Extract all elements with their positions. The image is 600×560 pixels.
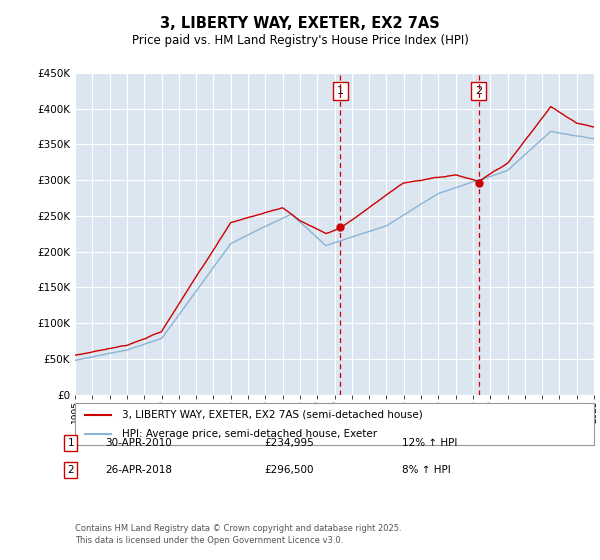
Text: 26-APR-2018: 26-APR-2018	[105, 465, 172, 475]
Text: 30-APR-2010: 30-APR-2010	[105, 438, 172, 448]
Text: 12% ↑ HPI: 12% ↑ HPI	[402, 438, 457, 448]
Text: 1: 1	[337, 86, 344, 96]
Text: HPI: Average price, semi-detached house, Exeter: HPI: Average price, semi-detached house,…	[122, 429, 377, 439]
Text: 2: 2	[67, 465, 74, 475]
Text: 8% ↑ HPI: 8% ↑ HPI	[402, 465, 451, 475]
Text: 1: 1	[67, 438, 74, 448]
Text: Contains HM Land Registry data © Crown copyright and database right 2025.
This d: Contains HM Land Registry data © Crown c…	[75, 524, 401, 545]
Text: 3, LIBERTY WAY, EXETER, EX2 7AS (semi-detached house): 3, LIBERTY WAY, EXETER, EX2 7AS (semi-de…	[122, 409, 422, 419]
Text: £296,500: £296,500	[264, 465, 314, 475]
Text: Price paid vs. HM Land Registry's House Price Index (HPI): Price paid vs. HM Land Registry's House …	[131, 34, 469, 48]
Text: £234,995: £234,995	[264, 438, 314, 448]
Text: 3, LIBERTY WAY, EXETER, EX2 7AS: 3, LIBERTY WAY, EXETER, EX2 7AS	[160, 16, 440, 31]
Text: 2: 2	[475, 86, 482, 96]
